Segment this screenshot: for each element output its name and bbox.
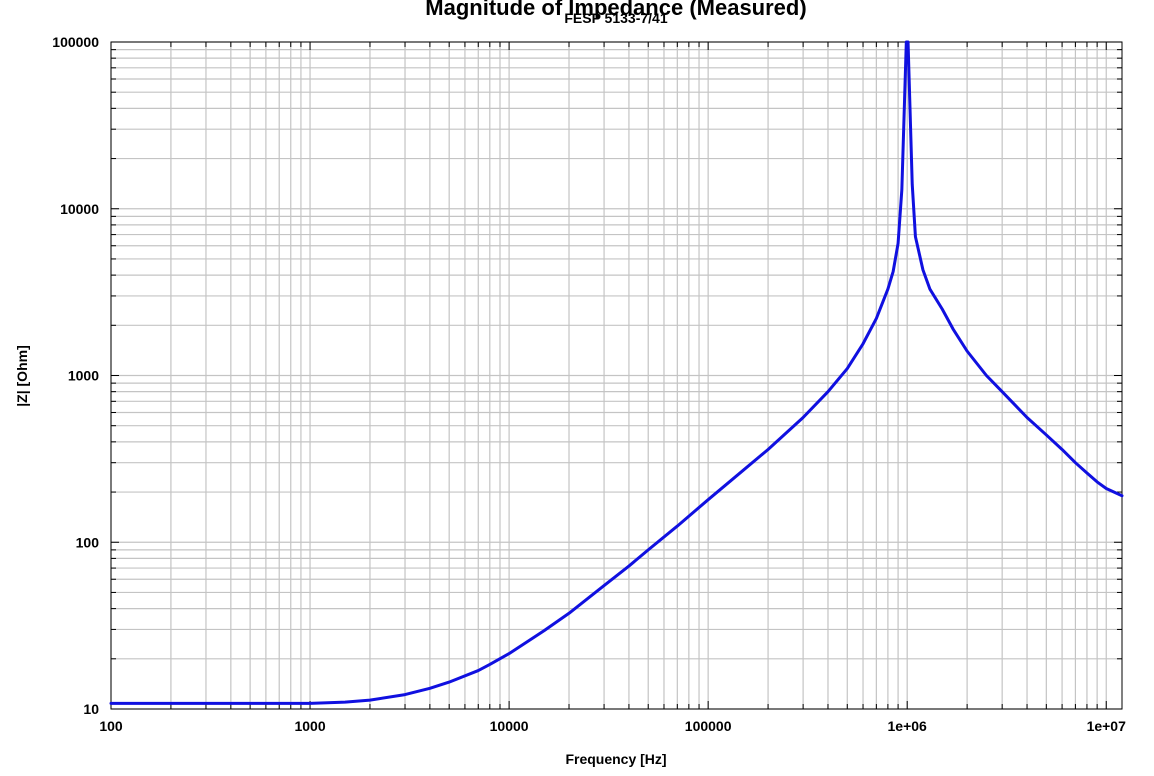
y-tick-label: 10000 (60, 201, 99, 217)
impedance-series-line (109, 40, 1124, 705)
y-tick-label: 100 (76, 534, 100, 550)
label-layer: 100 1000 10000 100000 1e+06 1e+07101001000100… (52, 34, 1126, 734)
y-tick-label: 1000 (68, 368, 99, 384)
y-tick-label: 100000 (52, 34, 99, 50)
x-tick-label: 10000 (490, 718, 529, 734)
series-layer (109, 40, 1124, 705)
x-axis-label: Frequency [Hz] (565, 751, 666, 767)
tick-layer (110, 41, 1122, 710)
y-tick-label: 10 (83, 701, 99, 717)
x-tick-label: 100000 (685, 718, 732, 734)
x-tick-label: 1000 (294, 718, 325, 734)
x-tick-label: 100 (99, 718, 123, 734)
chart-subtitle: FESP 5133-7/41 (564, 10, 667, 26)
y-axis-label: |Z| [Ohm] (14, 345, 30, 407)
chart-title: Magnitude of Impedance (Measured) (425, 0, 806, 20)
x-tick-label: 1e+07 (1087, 718, 1127, 734)
x-tick-label: 1e+06 (888, 718, 928, 734)
